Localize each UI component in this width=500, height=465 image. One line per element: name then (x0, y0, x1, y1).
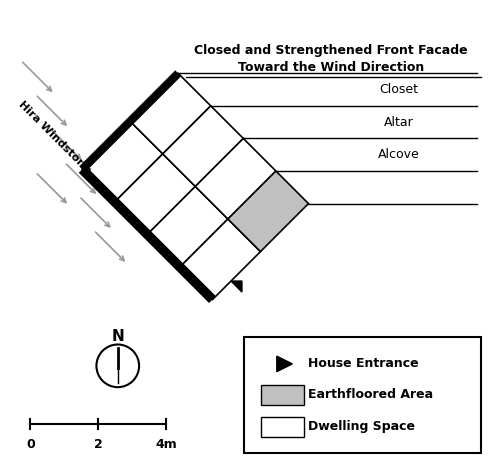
Text: House Entrance: House Entrance (308, 358, 418, 371)
Polygon shape (115, 154, 196, 234)
Polygon shape (130, 73, 211, 154)
Bar (262, 417, 304, 437)
Polygon shape (180, 219, 260, 299)
Polygon shape (231, 281, 242, 292)
Bar (262, 385, 304, 405)
Bar (244, 337, 482, 453)
Polygon shape (148, 186, 228, 267)
Polygon shape (228, 171, 308, 252)
Text: 4m: 4m (156, 438, 177, 451)
Text: 2: 2 (94, 438, 102, 451)
Text: Alcove: Alcove (378, 148, 420, 161)
Text: N: N (112, 329, 124, 344)
Polygon shape (82, 121, 163, 202)
Polygon shape (277, 356, 292, 372)
Text: Earthfloored Area: Earthfloored Area (308, 388, 433, 401)
Text: 0: 0 (26, 438, 35, 451)
Text: Closet: Closet (380, 83, 418, 96)
Polygon shape (163, 106, 244, 186)
Text: Altar: Altar (384, 116, 414, 129)
Text: Dwelling Space: Dwelling Space (308, 420, 415, 433)
Text: Hira Windstorm: Hira Windstorm (16, 100, 93, 176)
Text: Closed and Strengthened Front Facade
Toward the Wind Direction: Closed and Strengthened Front Facade Tow… (194, 44, 468, 74)
Polygon shape (196, 139, 276, 219)
